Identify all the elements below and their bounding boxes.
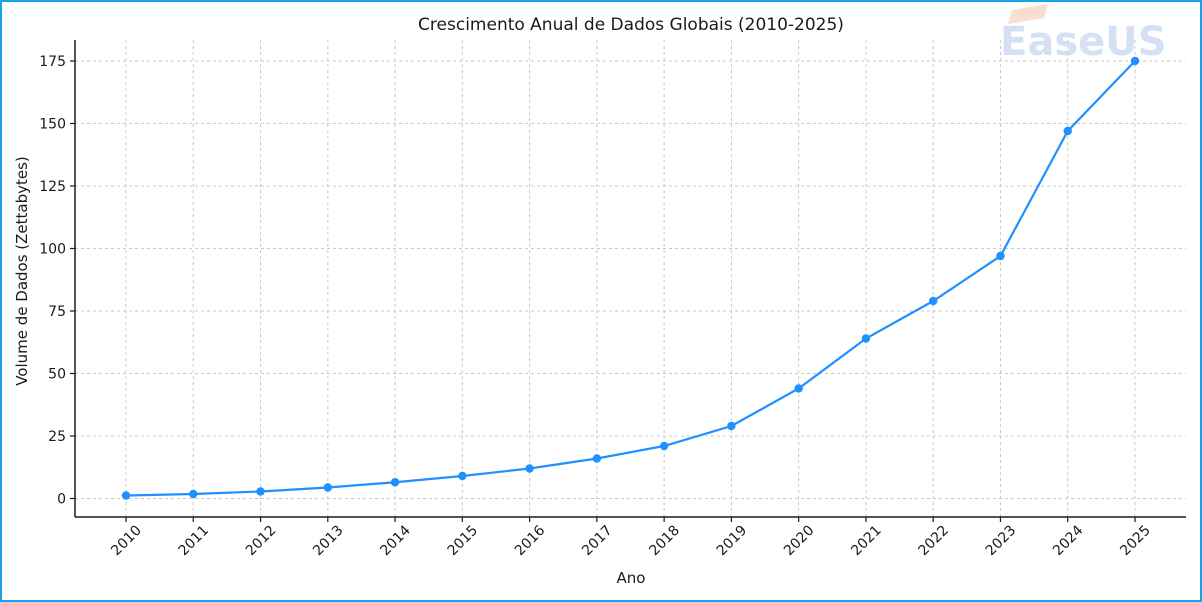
x-tick-label: 2014	[377, 522, 414, 559]
y-axis-label: Volume de Dados (Zettabytes)	[13, 156, 31, 386]
data-point-marker	[121, 491, 131, 500]
y-tick-label: 50	[48, 367, 66, 383]
data-point-marker	[727, 421, 736, 431]
data-point-marker	[861, 334, 871, 343]
y-tick-label: 0	[57, 492, 66, 508]
series-line	[125, 60, 1136, 497]
y-tick-label: 175	[39, 54, 66, 70]
x-tick-label: 2019	[714, 523, 751, 560]
data-point-marker	[525, 464, 534, 473]
data-point-marker	[659, 441, 669, 451]
data-point-marker	[458, 471, 467, 481]
data-point-marker	[323, 483, 332, 492]
x-axis-ticks: 2010 2011 2012 2013 2014 2015 2016 2017 2018 2019…	[108, 517, 1154, 559]
y-tick-label: 150	[39, 117, 66, 133]
y-tick-label: 125	[39, 179, 66, 195]
data-point-marker	[996, 251, 1005, 261]
x-tick-label: 2010	[108, 523, 145, 560]
data-series	[121, 56, 1140, 500]
x-tick-label: 2025	[1117, 523, 1154, 560]
x-tick-label: 2018	[646, 523, 683, 560]
data-point-marker	[189, 489, 198, 499]
data-point-marker	[256, 487, 265, 496]
grid-lines	[75, 40, 1186, 517]
watermark-text: EaseUS	[1000, 19, 1167, 65]
x-tick-label: 2023	[983, 523, 1020, 560]
x-tick-label: 2016	[512, 522, 549, 559]
y-axis-ticks: 0 25 50 75 100 125 150 175	[39, 54, 75, 508]
data-point-marker	[929, 296, 938, 306]
axes	[74, 40, 1186, 518]
x-tick-label: 2020	[781, 523, 818, 560]
x-tick-label: 2021	[848, 523, 885, 560]
data-point-marker	[390, 478, 400, 487]
data-point-marker	[592, 454, 602, 463]
data-point-marker	[1063, 126, 1072, 136]
y-tick-label: 75	[48, 304, 66, 320]
x-tick-label: 2015	[445, 523, 482, 560]
data-point-marker	[1130, 56, 1140, 66]
x-tick-label: 2013	[310, 523, 347, 560]
watermark-logo: EaseUS	[1000, 4, 1167, 65]
x-tick-label: 2017	[579, 523, 616, 560]
x-axis-label: Ano	[617, 569, 646, 587]
y-tick-label: 100	[39, 242, 66, 258]
logo-accent-icon	[1008, 4, 1048, 24]
x-tick-label: 2012	[243, 523, 280, 560]
x-tick-label: 2011	[176, 523, 213, 560]
chart-title: Crescimento Anual de Dados Globais (2010…	[418, 15, 844, 35]
x-tick-label: 2024	[1050, 522, 1087, 559]
x-tick-label: 2022	[916, 523, 953, 560]
y-tick-label: 25	[48, 429, 66, 445]
data-point-marker	[794, 384, 803, 393]
